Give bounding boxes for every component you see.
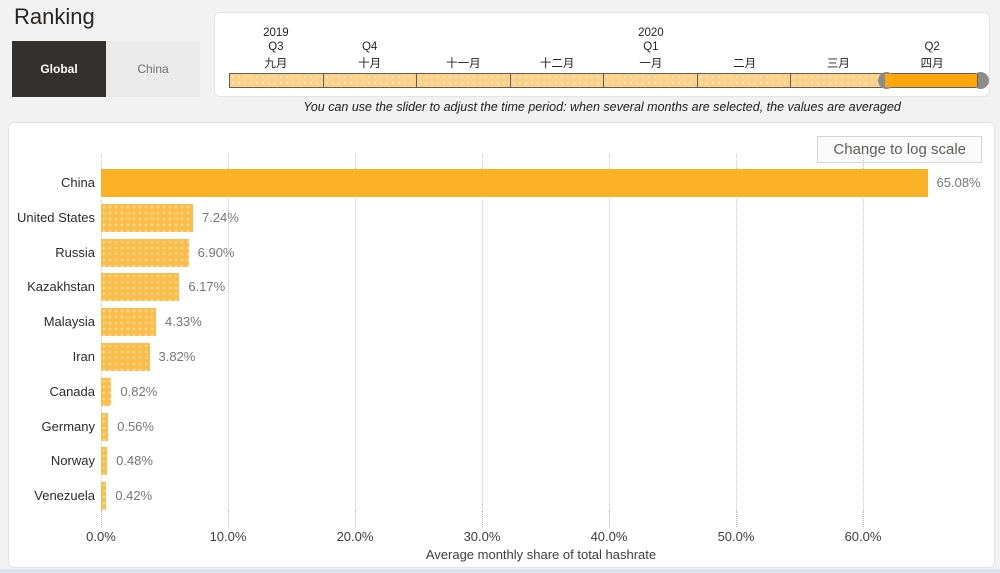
value-label: 0.82% xyxy=(120,383,158,399)
value-label: 0.42% xyxy=(115,488,153,504)
slider-month-label: 十二月 xyxy=(539,58,575,70)
x-tick-label: 40.0% xyxy=(590,529,628,544)
time-range-slider[interactable] xyxy=(229,72,989,89)
page-title: Ranking xyxy=(14,4,95,29)
bar-kazakhstan[interactable] xyxy=(101,273,180,302)
slider-segment-6[interactable] xyxy=(697,74,791,87)
tick-mark xyxy=(101,511,102,527)
bar-venezuela[interactable] xyxy=(101,482,107,511)
slider-segment-5[interactable] xyxy=(604,74,698,87)
value-label: 65.08% xyxy=(936,175,981,190)
slider-instruction: You can use the slider to adjust the tim… xyxy=(303,100,901,114)
slider-month-label: 十一月 xyxy=(446,58,481,70)
slider-month-label: 三月 xyxy=(826,58,850,70)
category-label: Canada xyxy=(49,383,95,399)
ranking-chart-card: Change to log scale 0.0% 10.0% 20.0% 30.0% 4… xyxy=(8,122,995,568)
category-label: China xyxy=(61,175,95,190)
log-scale-button[interactable]: Change to log scale xyxy=(817,136,982,163)
slider-segment-2[interactable] xyxy=(323,74,417,87)
slider-month-label: 四月 xyxy=(920,58,944,70)
category-label: Malaysia xyxy=(43,314,95,330)
category-label: Iran xyxy=(72,349,95,364)
slider-year-label: 2019 xyxy=(263,27,289,39)
category-label: Norway xyxy=(50,453,95,469)
category-label: Russia xyxy=(55,244,95,260)
gridline xyxy=(863,154,864,511)
x-tick-label: 20.0% xyxy=(336,529,374,544)
slider-quarter-label: Q3 xyxy=(268,41,284,53)
slider-segment-3[interactable] xyxy=(417,74,511,87)
tick-mark xyxy=(355,511,356,527)
tick-mark xyxy=(482,511,483,527)
bar-malaysia[interactable] xyxy=(101,308,156,337)
tick-mark xyxy=(609,511,610,527)
slider-month-label: 一月 xyxy=(639,58,663,70)
bar-chart-plot: 0.0% 10.0% 20.0% 30.0% 40.0% 50.0% 60.0% China 6… xyxy=(9,123,994,567)
value-label: 0.48% xyxy=(116,453,153,469)
bar-russia[interactable] xyxy=(101,238,189,267)
gridline xyxy=(736,154,737,511)
gridline xyxy=(609,154,610,511)
x-tick-label: 0.0% xyxy=(86,529,116,544)
toggle-global-button[interactable]: Global xyxy=(12,41,106,97)
x-axis-title: Average monthly share of total hashrate xyxy=(425,547,657,562)
value-label: 4.33% xyxy=(164,314,202,330)
category-label: Germany xyxy=(41,418,95,434)
time-slider-card: 2019 Q3 九月 Q4 十月 十一月 十二月 2020 Q1 一月 二月 三月 Q2 四月 xyxy=(214,12,990,97)
bar-canada[interactable] xyxy=(101,377,112,406)
slider-segment-1[interactable] xyxy=(230,74,324,87)
value-label: 6.17% xyxy=(188,279,226,295)
slider-segment-8[interactable] xyxy=(884,74,978,87)
value-label: 0.56% xyxy=(117,418,154,434)
value-label: 6.90% xyxy=(197,244,235,260)
x-tick-label: 10.0% xyxy=(209,529,247,544)
tick-mark xyxy=(228,511,229,527)
bar-germany[interactable] xyxy=(101,412,109,441)
value-label: 7.24% xyxy=(201,209,239,225)
bar-china[interactable] xyxy=(101,169,928,197)
gridline xyxy=(355,154,356,511)
slider-month-label: 二月 xyxy=(733,58,757,70)
category-label: Kazakhstan xyxy=(27,279,95,295)
slider-quarter-label: Q4 xyxy=(361,41,378,53)
slider-quarter-label: Q2 xyxy=(924,41,940,53)
bar-united-states[interactable] xyxy=(101,203,193,232)
slider-segment-7[interactable] xyxy=(791,74,885,87)
scope-toggle: Global China xyxy=(12,41,200,97)
category-label: United States xyxy=(16,209,95,225)
bottom-edge-strip xyxy=(0,569,1000,573)
value-label: 3.82% xyxy=(158,349,196,364)
gridline xyxy=(228,154,229,511)
gridline xyxy=(482,154,483,511)
slider-month-label: 九月 xyxy=(264,58,288,70)
tick-mark xyxy=(863,511,864,527)
x-tick-label: 50.0% xyxy=(717,529,755,544)
slider-segment-4[interactable] xyxy=(510,74,604,87)
toggle-china-button[interactable]: China xyxy=(106,41,200,97)
category-label: Venezuela xyxy=(34,488,95,504)
x-tick-label: 30.0% xyxy=(463,529,501,544)
bar-norway[interactable] xyxy=(101,447,108,476)
slider-year-label: 2020 xyxy=(638,27,664,39)
x-tick-label: 60.0% xyxy=(844,529,882,544)
bar-iran[interactable] xyxy=(101,343,150,371)
tick-mark xyxy=(736,511,737,527)
slider-quarter-label: Q1 xyxy=(643,41,659,53)
slider-month-label: 十月 xyxy=(358,58,382,70)
